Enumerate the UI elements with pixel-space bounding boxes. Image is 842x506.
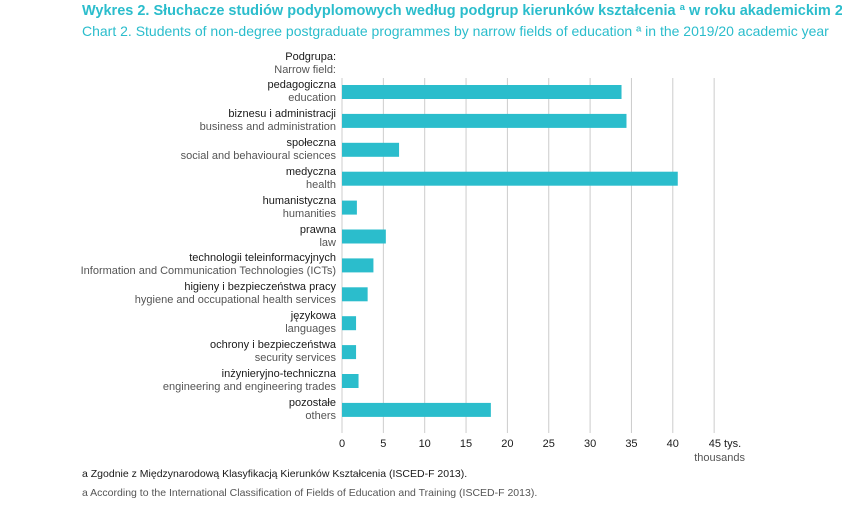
category-label-pl: społeczna [286,136,336,149]
bar [342,287,368,302]
category-label-en: law [319,236,336,249]
category-label-pl: pozostałe [288,396,336,409]
category-label: inżynieryjno-techniczna engineering and e… [163,368,336,394]
category-label-en: security services [254,352,336,365]
bar [342,113,627,128]
footnote-en: a According to the International Classif… [82,487,538,499]
bar [342,374,359,388]
category-label-pl: medyczna [285,165,336,178]
category-label-en: Information and Communication Technologi… [80,265,336,278]
category-header-pl: Podgrupa: [285,51,336,63]
category-label-pl: higieny i bezpieczeństwa pracy [184,281,336,294]
category-label: językowa languages [285,310,336,336]
category-label: technologii teleinformacyjnych Informatio… [81,252,336,278]
bar [342,258,374,273]
bar [342,229,386,244]
x-tick-label: 35 [625,438,637,450]
category-label: medyczna health [286,166,336,192]
category-label-pl: biznesu i administracji [228,107,336,120]
x-tick-label: 0 [339,438,345,450]
x-tick-label: 10 [419,438,431,450]
category-label-pl: technologii teleinformacyjnych [189,252,336,265]
bar [342,85,622,99]
bar [342,142,400,157]
category-label-pl: humanistyczna [262,194,336,207]
x-tick-label: 25 [543,438,555,450]
category-label: pedagogiczna education [267,79,336,105]
category-label-en: business and administration [199,120,336,133]
bar [342,345,357,360]
category-label: ochrony i bezpieczeństwa security service… [210,339,336,365]
category-label-pl: prawna [299,223,336,236]
category-label-en: languages [285,323,336,336]
x-tick-label: 20 [501,438,513,450]
bar [342,200,357,215]
category-label: humanistyczna humanities [263,195,336,221]
chart-title-en: Chart 2. Students of non-degree postgrad… [82,23,829,39]
footnote-pl: a Zgodnie z Międzynarodową Klasyfikacją … [82,468,468,480]
category-header-en: Narrow field: [274,64,336,76]
x-axis-label: thousands [694,452,745,464]
category-label-en: humanities [282,207,336,220]
category-label-pl: inżynieryjno-techniczna [221,368,336,380]
category-label: społeczna social and behavioural sciences [181,137,336,163]
category-label: pozostałe others [289,397,336,423]
category-label-en: social and behavioural sciences [180,149,336,162]
bar [342,316,357,331]
x-tick-label: 40 [667,438,679,450]
x-tick-label: 30 [584,438,596,450]
category-label-pl: językowa [290,310,336,323]
category-label-en: others [305,409,336,422]
category-label: prawna law [300,224,336,250]
bar [342,402,491,417]
category-label-en: education [288,92,336,104]
x-tick-label: 15 [460,438,472,450]
bar [342,171,678,186]
category-label-pl: pedagogiczna [267,79,336,91]
category-label-pl: ochrony i bezpieczeństwa [210,339,336,352]
x-tick-label: 5 [380,438,386,450]
category-label: higieny i bezpieczeństwa pracy hygiene an… [135,281,336,307]
category-label: biznesu i administracji business and admi… [200,108,336,134]
chart-title-pl: Wykres 2. Słuchacze studiów podyplomowyc… [82,3,842,19]
x-tick-label: 45 tys. [709,438,741,450]
category-label-en: hygiene and occupational health services [134,294,336,307]
category-label-en: health [306,178,336,191]
category-label-en: engineering and engineering trades [162,381,336,393]
